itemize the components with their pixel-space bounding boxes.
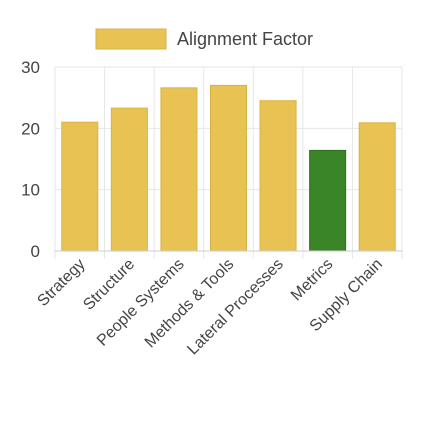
x-tick-label: Methods & Tools	[142, 256, 237, 351]
bar[interactable]	[259, 100, 297, 252]
x-tick-label: People Systems	[94, 256, 188, 350]
bar[interactable]	[61, 121, 99, 252]
bar[interactable]	[309, 149, 347, 252]
legend-label: Alignment Factor	[177, 29, 313, 49]
y-tick-label: 10	[21, 181, 40, 200]
y-axis-ticks: 0 10 20 30	[21, 58, 40, 261]
y-tick-label: 30	[21, 58, 40, 77]
y-tick-label: 0	[31, 242, 40, 261]
x-tick-label: Metrics	[288, 256, 336, 304]
y-tick-label: 20	[21, 119, 40, 138]
bar[interactable]	[160, 87, 198, 252]
legend[interactable]: Alignment Factor	[95, 28, 313, 50]
bar[interactable]	[358, 122, 396, 252]
bars	[61, 84, 396, 252]
legend-swatch	[95, 28, 167, 50]
x-tick-label: Lateral Processes	[184, 256, 287, 359]
bar[interactable]	[110, 107, 148, 252]
bar[interactable]	[210, 84, 247, 252]
